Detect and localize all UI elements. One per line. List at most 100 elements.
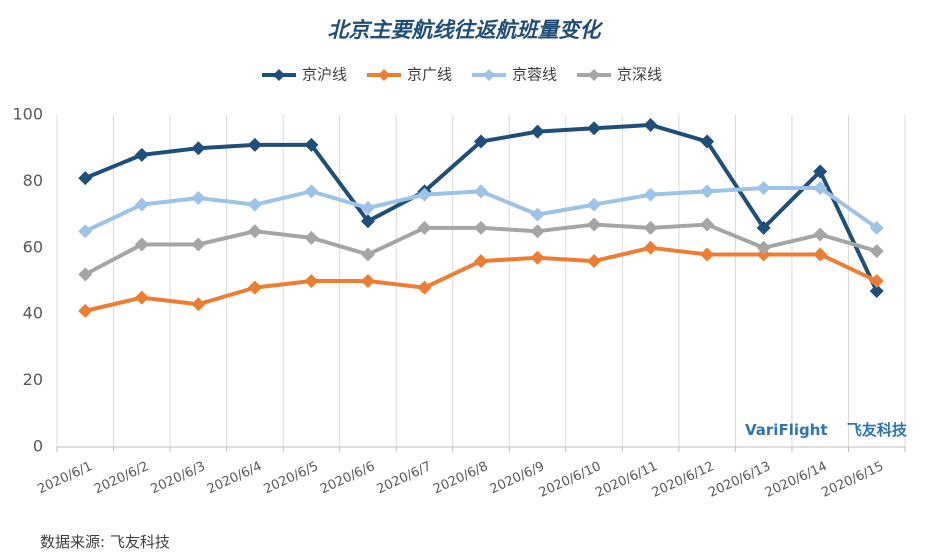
legend-item: 京广线: [367, 66, 452, 84]
data-point: [700, 247, 715, 262]
legend-label: 京沪线: [302, 66, 347, 84]
legend-item: 京沪线: [262, 66, 347, 84]
legend-item: 京蓉线: [472, 66, 557, 84]
data-point: [360, 247, 375, 262]
data-point: [134, 237, 149, 252]
series-京沪线: [78, 117, 884, 298]
data-point: [587, 217, 602, 232]
x-tick-label: 2020/6/13: [706, 459, 773, 501]
gridlines: [56, 115, 906, 447]
source-note: 数据来源: 飞友科技: [40, 533, 170, 551]
data-point: [304, 184, 319, 199]
y-tick-label: 60: [23, 237, 43, 256]
data-point: [417, 220, 432, 235]
data-point: [869, 283, 884, 298]
data-point: [813, 247, 828, 262]
x-tick-label: 2020/6/10: [537, 459, 604, 501]
legend-item: 京深线: [577, 66, 662, 84]
legend-marker: [483, 69, 495, 81]
data-point: [869, 220, 884, 235]
data-point: [474, 184, 488, 199]
legend: 京沪线 京广线 京蓉线 京深线: [262, 66, 662, 84]
data-point: [78, 303, 93, 318]
data-point: [756, 181, 771, 196]
data-point: [813, 227, 828, 242]
watermark-cn: 飞友科技: [847, 421, 908, 439]
y-tick-label: 40: [23, 304, 43, 323]
data-point: [474, 220, 488, 235]
data-point: [247, 197, 262, 212]
x-tick-label: 2020/6/15: [819, 459, 886, 501]
data-point: [813, 164, 828, 179]
watermark-logo: VariFlight 飞友科技: [745, 421, 908, 439]
data-point: [247, 224, 262, 239]
data-point: [474, 134, 488, 149]
data-point: [756, 220, 771, 235]
x-tick-label: 2020/6/6: [318, 459, 377, 497]
data-point: [474, 254, 488, 269]
data-point: [417, 187, 432, 202]
data-point: [530, 224, 545, 239]
legend-marker: [273, 69, 285, 81]
data-point: [587, 121, 602, 136]
data-point: [191, 237, 206, 252]
data-point: [191, 141, 206, 156]
data-point: [304, 230, 319, 245]
data-point: [643, 240, 658, 255]
data-point: [360, 200, 375, 215]
x-tick-label: 2020/6/5: [262, 459, 321, 497]
data-point: [360, 274, 375, 288]
series-京深线: [78, 217, 884, 282]
y-tick-label: 0: [33, 437, 43, 456]
y-tick-label: 100: [12, 105, 43, 124]
data-point: [304, 274, 319, 288]
x-axis: 2020/6/12020/6/22020/6/32020/6/42020/6/5…: [35, 446, 906, 501]
data-point: [587, 197, 602, 212]
data-point: [643, 117, 658, 132]
data-point: [869, 244, 884, 259]
legend-marker: [378, 69, 390, 81]
svg-text:VariFlight 飞友科技: VariFlight 飞友科技: [745, 421, 908, 439]
data-point: [417, 280, 432, 295]
chart-title: 北京主要航线往返航班量变化: [328, 18, 604, 42]
x-tick-label: 2020/6/8: [431, 459, 490, 497]
data-point: [191, 297, 206, 312]
data-point: [643, 220, 658, 235]
data-point: [587, 254, 602, 269]
data-point: [530, 207, 545, 222]
legend-label: 京深线: [617, 66, 662, 84]
data-point: [360, 214, 375, 229]
x-tick-label: 2020/6/1: [35, 459, 94, 497]
data-point: [643, 187, 658, 202]
x-tick-label: 2020/6/4: [205, 459, 264, 497]
series-layer: [78, 117, 884, 318]
legend-marker: [588, 69, 600, 81]
data-point: [530, 124, 545, 139]
y-tick-label: 20: [23, 370, 43, 389]
x-tick-label: 2020/6/11: [593, 459, 660, 501]
x-tick-label: 2020/6/3: [148, 459, 207, 497]
data-point: [134, 290, 149, 305]
data-point: [756, 240, 771, 255]
x-tick-label: 2020/6/2: [92, 459, 151, 497]
legend-label: 京广线: [407, 66, 452, 84]
legend-label: 京蓉线: [512, 66, 557, 84]
x-tick-label: 2020/6/12: [650, 459, 717, 501]
data-point: [134, 197, 149, 212]
data-point: [869, 274, 884, 288]
data-point: [700, 184, 715, 199]
data-point: [191, 191, 206, 205]
data-point: [304, 137, 319, 152]
data-point: [530, 250, 545, 265]
watermark-brand: VariFlight: [745, 421, 828, 439]
data-point: [813, 181, 828, 196]
data-point: [78, 171, 93, 186]
data-point: [700, 134, 715, 149]
series-京广线: [78, 240, 884, 318]
data-point: [247, 280, 262, 295]
x-tick-label: 2020/6/7: [375, 459, 434, 497]
data-point: [247, 137, 262, 152]
data-point: [78, 224, 93, 239]
data-point: [700, 217, 715, 232]
